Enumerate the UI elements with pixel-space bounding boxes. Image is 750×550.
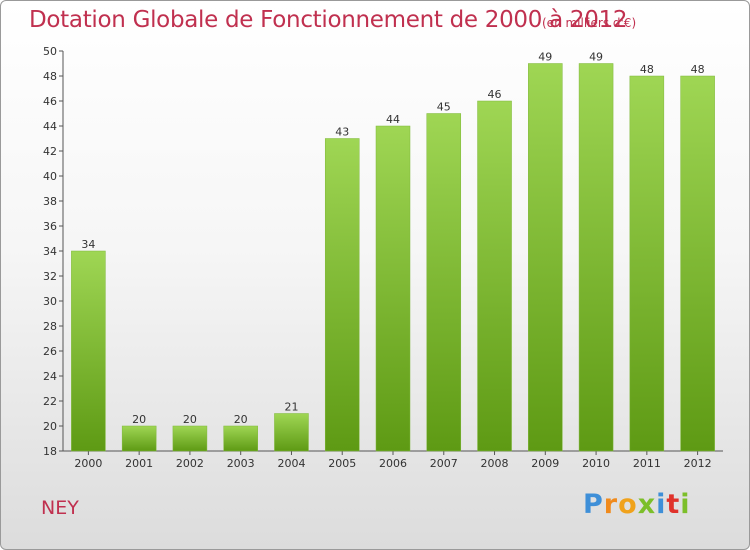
data-label: 43 xyxy=(335,126,349,139)
y-tick-label: 44 xyxy=(43,120,57,133)
x-tick-label: 2005 xyxy=(328,457,356,470)
data-label: 20 xyxy=(234,413,248,426)
y-tick-label: 42 xyxy=(43,145,57,158)
y-tick-label: 28 xyxy=(43,320,57,333)
x-tick-label: 2002 xyxy=(176,457,204,470)
data-label: 20 xyxy=(132,413,146,426)
y-tick-label: 20 xyxy=(43,420,57,433)
chart-title: Dotation Globale de Fonctionnement de 20… xyxy=(29,7,628,33)
data-label: 44 xyxy=(386,113,400,126)
y-tick-label: 50 xyxy=(43,45,57,58)
y-tick-label: 36 xyxy=(43,220,57,233)
x-tick-label: 2000 xyxy=(74,457,102,470)
bar-2009 xyxy=(528,63,563,452)
data-label: 49 xyxy=(538,51,552,64)
y-tick-label: 32 xyxy=(43,270,57,283)
data-label: 45 xyxy=(437,101,451,114)
data-label: 48 xyxy=(640,63,654,76)
y-tick-label: 18 xyxy=(43,445,57,458)
data-label: 48 xyxy=(691,63,705,76)
bar-2010 xyxy=(578,63,614,452)
x-tick-label: 2006 xyxy=(379,457,407,470)
bar-2003 xyxy=(223,425,258,452)
y-tick-label: 38 xyxy=(43,195,57,208)
unit-note: (en milliers d'€) xyxy=(542,16,637,30)
y-tick-label: 22 xyxy=(43,395,57,408)
bars-group xyxy=(71,63,715,452)
y-axis: 18 20 22 24 26 28 30 32 34 36 38 40 42 44 46 48 50 xyxy=(43,45,64,458)
bar-2007 xyxy=(426,113,462,452)
x-axis: 2000 2001 2002 2003 2004 2005 2006 2007 2008 2009… xyxy=(63,450,723,470)
bar-2011 xyxy=(629,75,665,452)
place-label: NEY xyxy=(41,497,79,519)
y-tick-label: 40 xyxy=(43,170,57,183)
bar-2005 xyxy=(324,138,360,452)
x-tick-label: 2011 xyxy=(633,457,661,470)
y-tick-label: 34 xyxy=(43,245,57,258)
data-label: 21 xyxy=(284,401,298,414)
bar-2012 xyxy=(680,75,715,452)
bar-2004 xyxy=(274,413,309,452)
x-tick-label: 2009 xyxy=(531,457,559,470)
x-tick-label: 2004 xyxy=(277,457,305,470)
bar-2000 xyxy=(71,250,106,452)
bar-2008 xyxy=(477,100,512,452)
data-label: 20 xyxy=(183,413,197,426)
y-tick-label: 24 xyxy=(43,370,57,383)
data-label: 34 xyxy=(81,238,95,251)
bar-2006 xyxy=(375,125,411,452)
x-tick-label: 2003 xyxy=(227,457,255,470)
bar-2002 xyxy=(172,425,208,452)
y-tick-label: 26 xyxy=(43,345,57,358)
y-tick-label: 48 xyxy=(43,70,57,83)
proxiti-logo[interactable]: Proxiti xyxy=(583,489,691,520)
x-tick-label: 2007 xyxy=(430,457,458,470)
x-tick-label: 2012 xyxy=(684,457,712,470)
x-tick-label: 2008 xyxy=(481,457,509,470)
data-label: 46 xyxy=(488,88,502,101)
data-label: 49 xyxy=(589,51,603,64)
data-labels-group: 34 20 20 20 21 43 44 45 46 49 49 48 48 xyxy=(81,51,704,427)
y-tick-label: 46 xyxy=(43,95,57,108)
bar-2001 xyxy=(121,425,157,452)
x-tick-label: 2001 xyxy=(125,457,153,470)
y-tick-label: 30 xyxy=(43,295,57,308)
x-tick-label: 2010 xyxy=(582,457,610,470)
